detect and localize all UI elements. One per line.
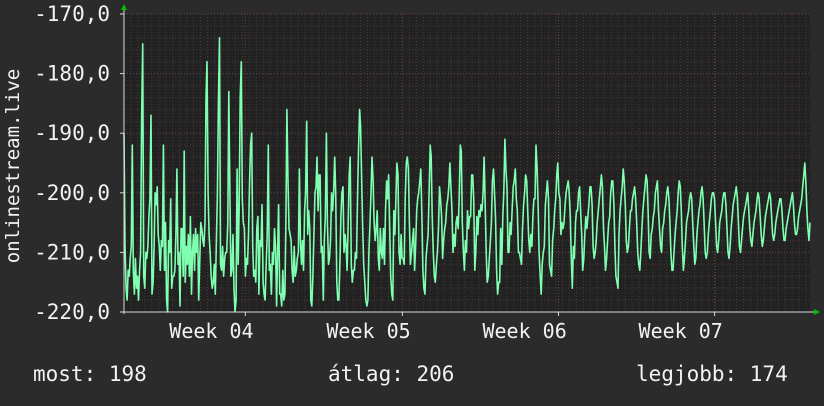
series-layer — [123, 36, 811, 313]
x-tick-labels: Week 04 Week 05 Week 06 Week 07 — [169, 319, 723, 343]
y-axis-label: onlinestream.live — [2, 68, 24, 264]
average-value: átlag: 206 — [328, 362, 455, 386]
y-axis-arrow-icon — [121, 4, 127, 10]
axes — [120, 4, 820, 316]
summary-footer: most: 198 átlag: 206 legjobb: 174 — [0, 362, 824, 390]
current-value: most: 198 — [33, 362, 147, 386]
x-axis-arrow-icon — [814, 309, 820, 315]
best-value: legjobb: 174 — [636, 362, 788, 386]
y-tick-label: -210,0 — [34, 240, 110, 264]
series-line — [123, 36, 811, 313]
y-tick-label: -220,0 — [34, 300, 110, 324]
x-tick-label: Week 04 — [169, 319, 253, 343]
y-tick-labels: -220,0 -210,0 -200,0 -190,0 -180,0 -170,0 — [34, 2, 110, 324]
x-tick-label: Week 07 — [639, 319, 723, 343]
y-tick-label: -180,0 — [34, 62, 110, 86]
y-tick-label: -190,0 — [34, 121, 110, 145]
plot-background — [124, 14, 810, 312]
y-tick-label: -170,0 — [34, 2, 110, 26]
plot-area — [124, 14, 810, 312]
x-tick-label: Week 05 — [326, 319, 410, 343]
x-tick-label: Week 06 — [482, 319, 566, 343]
y-tick-label: -200,0 — [34, 181, 110, 205]
